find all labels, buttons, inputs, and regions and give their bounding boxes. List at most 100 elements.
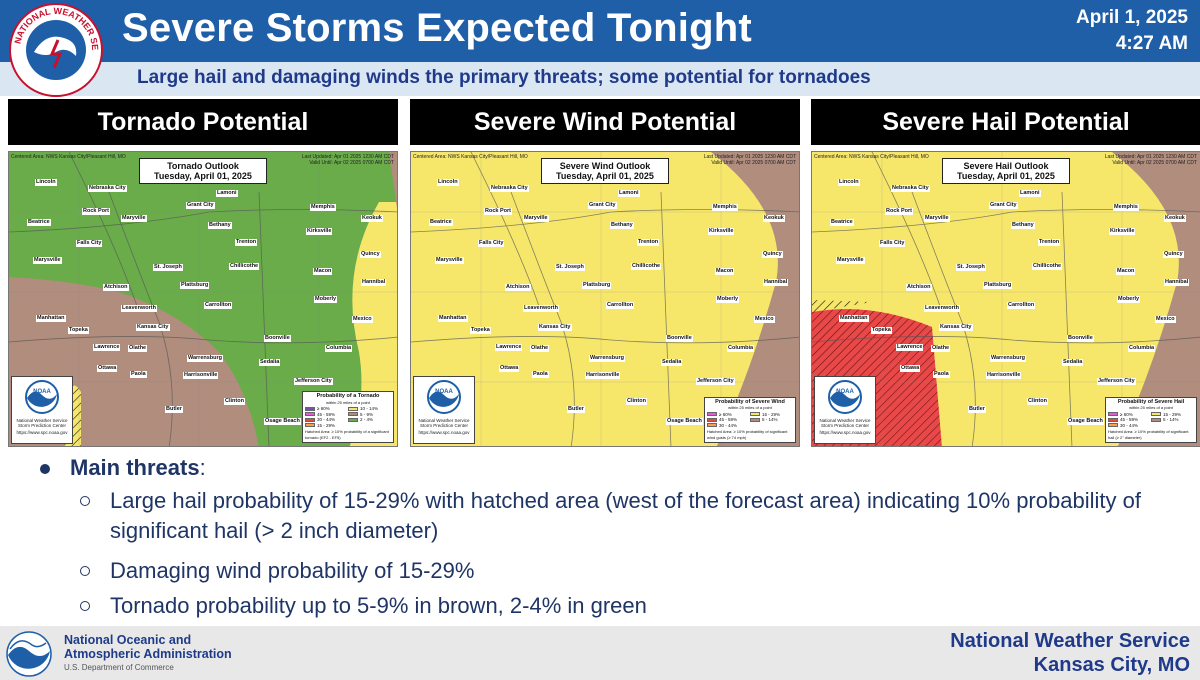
city-label: Manhattan: [36, 315, 66, 322]
legend-swatch: [707, 423, 717, 428]
city-label: Bethany: [1011, 222, 1035, 229]
panel-wind: Severe Wind Potential Centered Area: NWS…: [410, 99, 800, 449]
probability-legend: Probability of Severe Wind within 25 mil…: [704, 396, 796, 443]
city-label: Keokuk: [361, 215, 383, 222]
city-label: Beatrice: [429, 219, 453, 226]
city-label: Sedalia: [661, 359, 683, 366]
city-label: Mexico: [352, 316, 373, 323]
subtitle: Large hail and damaging winds the primar…: [137, 67, 871, 88]
city-label: Atchison: [906, 284, 932, 291]
city-label: Jefferson City: [1097, 378, 1136, 385]
update-info: Last Updated: Apr 01 2025 1230 AM CDT Val…: [1104, 154, 1197, 166]
city-label: Maryville: [924, 215, 950, 222]
city-label: Plattsburg: [582, 282, 612, 289]
city-label: Harrisonville: [585, 372, 621, 379]
header-bar: [0, 0, 1200, 62]
city-label: Olathe: [530, 345, 550, 352]
legend-entry: 30 - 44%: [707, 423, 750, 429]
legend-entry: 45 - 59%: [305, 412, 348, 418]
legend-entry: 5 - 9%: [348, 412, 391, 418]
city-label: Ottawa: [97, 365, 118, 372]
city-label: Carrollton: [204, 302, 233, 309]
city-label: Moberly: [1117, 296, 1141, 303]
panel-title: Severe Wind Potential: [410, 99, 800, 145]
legend-swatch: [1108, 417, 1118, 422]
date-time: April 1, 2025 4:27 AM: [1076, 5, 1188, 57]
city-label: Memphis: [1113, 204, 1139, 211]
city-label: Trenton: [235, 239, 258, 246]
city-label: Falls City: [478, 240, 505, 247]
city-label: Bethany: [610, 222, 634, 229]
bullet-dot: [40, 464, 50, 475]
legend-entry: [750, 423, 793, 429]
city-label: Clinton: [1027, 398, 1048, 405]
city-label: Plattsburg: [983, 282, 1013, 289]
city-label: Kirksville: [708, 228, 735, 235]
legend-swatch: [305, 423, 315, 428]
city-label: St. Joseph: [153, 264, 183, 271]
legend-swatch: [707, 417, 717, 422]
city-label: Nebraska City: [891, 185, 930, 192]
city-label: Quincy: [762, 251, 783, 258]
city-label: Paola: [130, 371, 147, 378]
panel-title: Tornado Potential: [8, 99, 398, 145]
legend-entry: 45 - 59%: [707, 417, 750, 423]
city-label: Harrisonville: [986, 372, 1022, 379]
city-label: Nebraska City: [88, 185, 127, 192]
city-label: Maryville: [121, 215, 147, 222]
city-label: Lawrence: [896, 344, 924, 351]
legend-swatch: [348, 417, 358, 422]
city-label: Osage Beach: [666, 418, 703, 425]
city-label: Carrollton: [1007, 302, 1036, 309]
legend-swatch: [1151, 417, 1161, 422]
city-label: Hannibal: [361, 279, 387, 286]
legend-entry: [348, 423, 391, 429]
city-label: Trenton: [637, 239, 660, 246]
city-label: Quincy: [360, 251, 381, 258]
outlook-map: Centered Area: NWS Kansas City/Pleasant …: [811, 151, 1200, 447]
time-label: 4:27 AM: [1115, 33, 1188, 54]
nws-logo: NATIONAL WEATHER SERVICE: [6, 2, 103, 97]
city-label: Grant City: [989, 202, 1018, 209]
city-label: Lawrence: [93, 344, 121, 351]
city-label: Ottawa: [499, 365, 520, 372]
legend-entry: ≥ 60%: [1108, 412, 1151, 418]
city-label: Nebraska City: [490, 185, 529, 192]
centered-area: Centered Area: NWS Kansas City/Pleasant …: [814, 154, 929, 160]
update-info: Last Updated: Apr 01 2025 1230 AM CDT Val…: [301, 154, 394, 166]
city-label: Kansas City: [136, 324, 170, 331]
city-label: Lincoln: [838, 179, 860, 186]
main-threats-heading: Main threats:: [40, 455, 206, 481]
city-label: Mexico: [754, 316, 775, 323]
city-label: Grant City: [186, 202, 215, 209]
bullet-item: Large hail probability of 15-29% with ha…: [80, 486, 1170, 546]
legend-entry: 15 - 29%: [305, 423, 348, 429]
city-label: Keokuk: [763, 215, 785, 222]
city-label: Kirksville: [1109, 228, 1136, 235]
city-label: Osage Beach: [264, 418, 301, 425]
city-label: Osage Beach: [1067, 418, 1104, 425]
city-label: Lamoni: [216, 190, 238, 197]
city-label: Maryville: [523, 215, 549, 222]
legend-swatch: [305, 417, 315, 422]
city-label: Macon: [1116, 268, 1136, 275]
city-label: Lincoln: [35, 179, 57, 186]
city-label: Falls City: [76, 240, 103, 247]
legend-entry: 15 - 29%: [750, 412, 793, 418]
noaa-spc-badge: NOAA National Weather Service Storm Pred…: [814, 376, 876, 444]
city-label: Columbia: [325, 345, 353, 352]
legend-entry: 5 - 14%: [750, 417, 793, 423]
centered-area: Centered Area: NWS Kansas City/Pleasant …: [413, 154, 528, 160]
city-label: Boonville: [1067, 335, 1094, 342]
city-label: Leavenworth: [924, 305, 960, 312]
city-label: Keokuk: [1164, 215, 1186, 222]
city-label: Rock Port: [82, 208, 110, 215]
bullet-circle: [80, 496, 90, 506]
noaa-icon: NOAA: [25, 380, 59, 414]
legend-swatch: [707, 412, 717, 417]
city-label: Butler: [165, 406, 183, 413]
city-label: Clinton: [626, 398, 647, 405]
city-label: Manhattan: [839, 315, 869, 322]
city-label: Jefferson City: [294, 378, 333, 385]
city-label: Hannibal: [1164, 279, 1190, 286]
